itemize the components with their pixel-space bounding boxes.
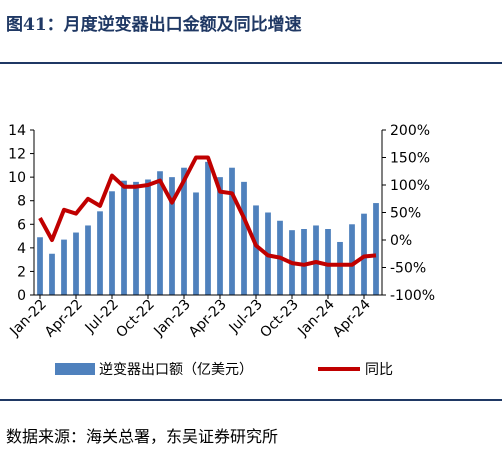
- x-tick-label: Jan-24: [294, 296, 338, 340]
- y-left-tick-label: 14: [8, 123, 26, 139]
- y-right-tick-label: 100%: [390, 178, 430, 194]
- source-note: 数据来源：海关总署，东吴证券研究所: [6, 427, 279, 446]
- bar: [373, 203, 379, 295]
- bar: [85, 225, 91, 295]
- source-rule: [0, 399, 502, 401]
- y-left-tick-label: 6: [17, 217, 26, 233]
- y-right-tick-label: 150%: [390, 151, 430, 167]
- bar: [241, 181, 247, 295]
- bar: [157, 171, 163, 295]
- y-right-tick-label: -50%: [390, 261, 426, 277]
- bar: [349, 224, 355, 295]
- bar-series: [37, 161, 379, 295]
- x-axis: Jan-22Apr-22Jul-22Oct-22Jan-23Apr-23Jul-…: [6, 295, 374, 341]
- bar: [205, 161, 211, 295]
- y-right-tick-label: 200%: [390, 123, 430, 139]
- bar: [121, 180, 127, 295]
- y-right-tick-label: 50%: [390, 206, 421, 222]
- legend-bar-swatch: [55, 363, 95, 375]
- x-tick-label: Apr-22: [42, 297, 86, 341]
- y-left-tick-label: 2: [17, 264, 26, 280]
- bar: [61, 239, 67, 295]
- chart-title: 图41：月度逆变器出口金额及同比增速: [6, 15, 302, 35]
- bar: [169, 177, 175, 295]
- legend-bar-label: 逆变器出口额（亿美元）: [99, 362, 253, 378]
- bar: [109, 191, 115, 295]
- y-right-tick-label: -100%: [390, 288, 435, 304]
- bar: [49, 253, 55, 295]
- bar: [145, 179, 151, 295]
- x-tick-label: Oct-22: [113, 297, 158, 342]
- bar: [361, 213, 367, 295]
- y-left-tick-label: 10: [8, 170, 26, 186]
- y-left-tick-label: 12: [8, 147, 26, 163]
- y-axis-right: -100% -50% 0% 50% 100% 150% 200%: [382, 123, 435, 304]
- x-tick-label: Apr-23: [186, 297, 230, 341]
- bar: [193, 192, 199, 295]
- bar: [325, 229, 331, 295]
- bar: [97, 211, 103, 295]
- bar: [73, 232, 79, 295]
- y-left-tick-label: 8: [17, 194, 26, 210]
- bar: [37, 237, 43, 295]
- legend-line-label: 同比: [365, 362, 393, 378]
- bar: [229, 167, 235, 295]
- bar: [301, 229, 307, 295]
- x-tick-label: Jan-23: [150, 297, 193, 340]
- title-rule: [0, 62, 502, 64]
- bar: [337, 241, 343, 295]
- bar: [133, 181, 139, 295]
- bar: [217, 177, 223, 295]
- yoy-line: [38, 155, 377, 267]
- x-tick-label: Oct-23: [257, 297, 302, 342]
- y-left-tick-label: 4: [17, 241, 26, 257]
- legend: 逆变器出口额（亿美元） 同比: [55, 362, 393, 378]
- y-left-tick-label: 0: [17, 288, 26, 304]
- bar: [181, 167, 187, 295]
- y-right-tick-label: 0%: [390, 233, 412, 249]
- x-tick-label: Jan-22: [6, 297, 49, 340]
- chart: 0 2 4 6 8 10 12 14 -100% -50% 0% 50% 100% 150% 200% J…: [6, 123, 435, 378]
- bar: [253, 205, 259, 295]
- x-tick-label: Apr-24: [330, 296, 374, 340]
- y-axis-left: 0 2 4 6 8 10 12 14: [8, 123, 34, 304]
